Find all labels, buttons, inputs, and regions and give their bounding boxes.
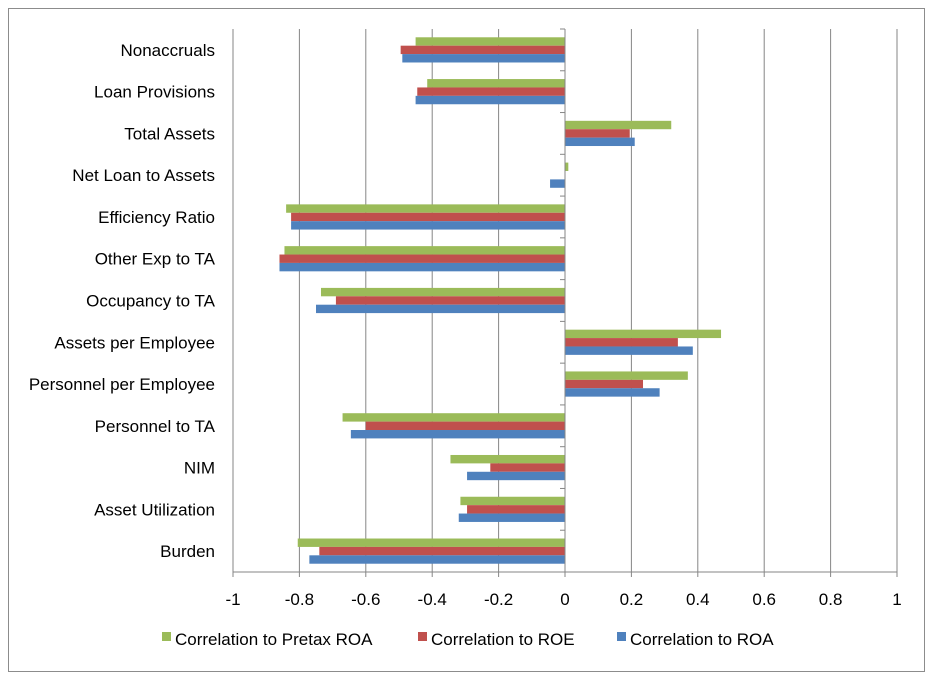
bar (565, 338, 678, 347)
category-label: Personnel per Employee (29, 375, 215, 394)
bar (415, 37, 565, 46)
bar (320, 287, 565, 297)
x-tick-labels: -1 -0.8 -0.6 -0.4 -0.2 0 0.2 0.4 0.6 0.8 1 (225, 590, 901, 609)
bar (467, 505, 565, 514)
category-label: Burden (160, 542, 215, 561)
legend-label: Correlation to ROE (431, 630, 575, 649)
x-tick-label: 0.2 (620, 590, 644, 609)
category-label: NIM (184, 459, 215, 478)
bar (415, 95, 565, 105)
bar (279, 254, 565, 263)
bar (365, 421, 565, 431)
bar (291, 212, 565, 222)
bar (565, 137, 635, 147)
bar (309, 555, 565, 564)
legend-label: Correlation to Pretax ROA (175, 630, 373, 649)
bar (565, 371, 688, 380)
bar (286, 204, 565, 213)
bar (460, 496, 565, 506)
gridlines (232, 29, 898, 572)
bar (565, 120, 672, 130)
legend-swatch (162, 632, 171, 641)
bar (417, 87, 565, 96)
category-label: Loan Provisions (94, 83, 215, 102)
legend-swatch (418, 632, 427, 641)
category-label: Nonaccruals (121, 41, 216, 60)
bar (297, 538, 565, 547)
bar (427, 79, 565, 88)
legend-swatch (617, 632, 626, 641)
bar (400, 45, 565, 55)
x-tick-label: -0.4 (418, 590, 447, 609)
bar (279, 262, 565, 272)
category-labels: Nonaccruals Loan Provisions Total Assets Ne… (29, 41, 216, 561)
x-tick-label: 0.6 (752, 590, 776, 609)
x-tick-label: 1 (892, 590, 901, 609)
category-label: Efficiency Ratio (98, 208, 215, 227)
bar (458, 513, 565, 522)
bar (565, 329, 722, 339)
bar (342, 413, 565, 422)
x-tick-label: -1 (225, 590, 240, 609)
category-label: Asset Utilization (94, 500, 215, 519)
bar (350, 430, 565, 439)
x-tick-label: -0.6 (351, 590, 380, 609)
category-label: Total Assets (124, 124, 215, 143)
bar (335, 296, 565, 305)
bar (319, 546, 565, 556)
bar (450, 454, 565, 464)
category-label: Personnel to TA (95, 417, 216, 436)
legend: Correlation to Pretax ROA Correlation to … (162, 630, 774, 649)
x-tick-label: 0.8 (819, 590, 843, 609)
bar (291, 221, 565, 230)
category-label: Other Exp to TA (95, 250, 216, 269)
axes (232, 28, 898, 577)
category-label: Net Loan to Assets (72, 166, 215, 185)
bars (279, 37, 722, 564)
bar (490, 463, 565, 472)
bar (284, 246, 565, 255)
legend-label: Correlation to ROA (630, 630, 774, 649)
bar (565, 379, 644, 389)
bar (565, 388, 660, 397)
x-tick-label: 0 (560, 590, 569, 609)
category-label: Occupancy to TA (86, 292, 215, 311)
category-label: Assets per Employee (54, 333, 215, 352)
x-tick-label: -0.8 (285, 590, 314, 609)
x-tick-label: -0.2 (484, 590, 513, 609)
x-tick-label: 0.4 (686, 590, 710, 609)
bar (565, 346, 693, 355)
bar (550, 179, 565, 188)
bar (316, 304, 565, 314)
bar (467, 471, 565, 481)
bar (402, 54, 565, 63)
bar (565, 129, 630, 138)
bar (565, 162, 569, 171)
